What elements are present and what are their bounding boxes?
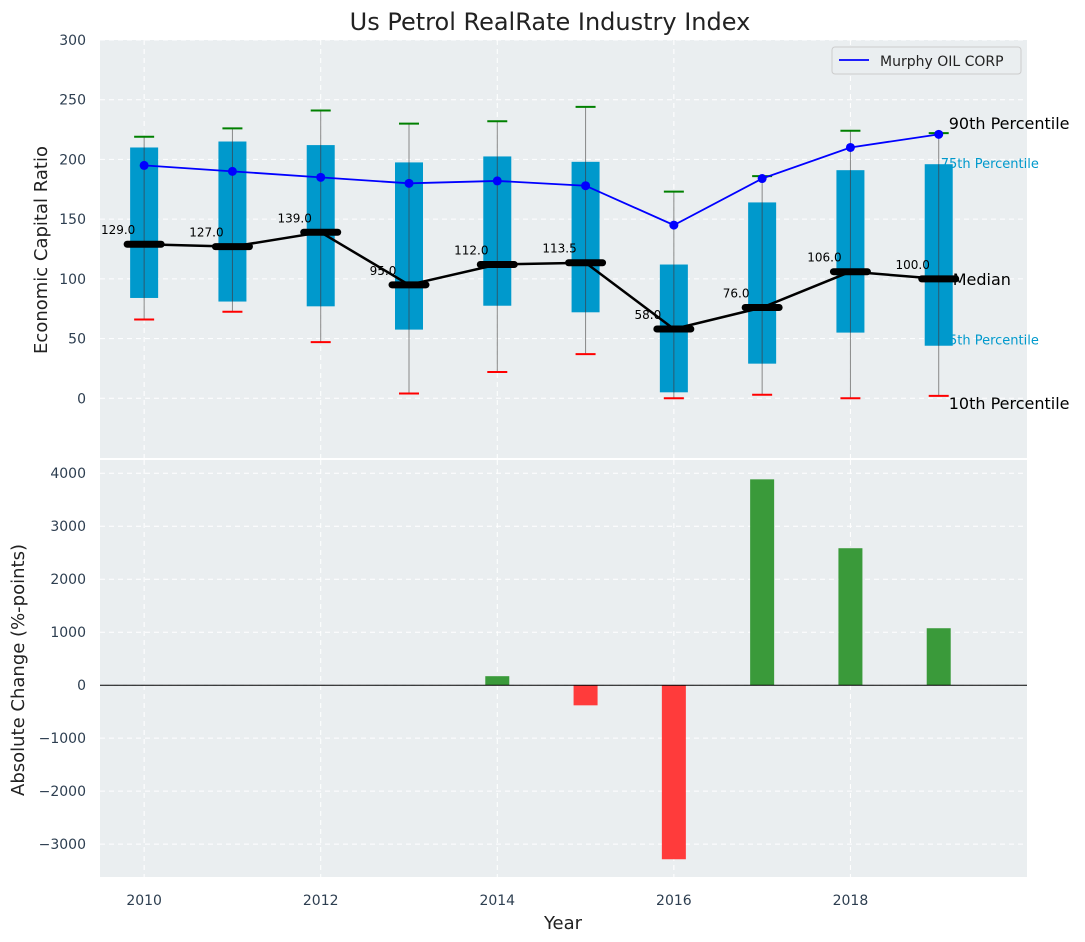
series-point: [757, 174, 767, 184]
change-bar: [838, 548, 863, 686]
median-label: 58.0: [634, 308, 661, 322]
series-line: [144, 133, 939, 227]
bottom-y-tick-label: 3000: [50, 519, 86, 535]
change-bar: [750, 479, 775, 686]
series-point: [934, 129, 944, 139]
x-tick-label: 2018: [833, 893, 869, 909]
bottom-y-axis-label: Absolute Change (%-points): [8, 544, 29, 796]
top-y-tick-label: 100: [59, 272, 86, 288]
median-label: 95.0: [370, 264, 397, 278]
x-tick-label: 2012: [303, 893, 339, 909]
median-line: [144, 230, 939, 331]
top-y-tick-label: 150: [59, 212, 86, 228]
bottom-y-tick-label: −1000: [39, 731, 86, 747]
legend-label: Murphy OIL CORP: [880, 54, 1004, 70]
median-label: 129.0: [101, 223, 135, 237]
top-y-axis-label: Economic Capital Ratio: [31, 146, 52, 354]
top-y-tick-label: 250: [59, 93, 86, 109]
top-y-tick-label: 50: [68, 332, 86, 348]
chart-title: Us Petrol RealRate Industry Index: [350, 8, 751, 36]
series-point: [492, 176, 502, 186]
median-label: 112.0: [454, 244, 488, 258]
series-point: [845, 142, 855, 152]
series-point: [581, 181, 591, 191]
bottom-panel: −3000 −2000 −1000 0 1000 2000 3000 4000 2010 2012…: [39, 460, 1027, 909]
change-bar: [661, 685, 686, 860]
median-label: 76.0: [723, 287, 750, 301]
median-label: 113.5: [542, 242, 576, 256]
series-point: [404, 178, 414, 188]
series-point: [227, 166, 237, 176]
median-label: 100.0: [896, 258, 930, 272]
annotation-10th: 10th Percentile: [949, 394, 1070, 413]
median-label: 139.0: [278, 211, 312, 225]
x-tick-label: 2010: [126, 893, 162, 909]
top-y-tick-label: 300: [59, 33, 86, 49]
change-bar: [573, 685, 598, 706]
median-label: 106.0: [807, 251, 841, 265]
x-tick-label: 2016: [656, 893, 692, 909]
series-point: [139, 160, 149, 170]
legend-box: [831, 46, 1022, 75]
x-axis-label: Year: [543, 913, 583, 934]
x-tick-label: 2014: [479, 893, 515, 909]
top-plot-area: [100, 40, 1027, 458]
change-bar: [926, 628, 951, 686]
bottom-y-tick-label: 1000: [50, 625, 86, 641]
series-point: [316, 172, 326, 182]
annotation-90th: 90th Percentile: [949, 114, 1070, 133]
legend: Murphy OIL CORP: [831, 46, 1022, 75]
bottom-y-tick-label: −2000: [39, 784, 86, 800]
top-y-tick-label: 0: [77, 391, 86, 407]
median-label: 127.0: [189, 226, 223, 240]
bottom-y-tick-label: 0: [77, 678, 86, 694]
bottom-y-tick-label: 4000: [50, 466, 86, 482]
bottom-y-tick-label: 2000: [50, 572, 86, 588]
annotation-median: Median: [953, 270, 1011, 289]
top-y-tick-label: 200: [59, 152, 86, 168]
bottom-plot-area: [100, 460, 1027, 877]
annotation-25th: 25th Percentile: [941, 334, 1039, 349]
change-bar: [485, 676, 510, 686]
series-point: [669, 220, 679, 230]
bottom-y-tick-label: −3000: [39, 837, 86, 853]
annotation-75th: 75th Percentile: [941, 157, 1039, 172]
top-panel: 0 50 100 150 200 250 300 90th Percentile 75th Pe…: [59, 33, 1070, 458]
